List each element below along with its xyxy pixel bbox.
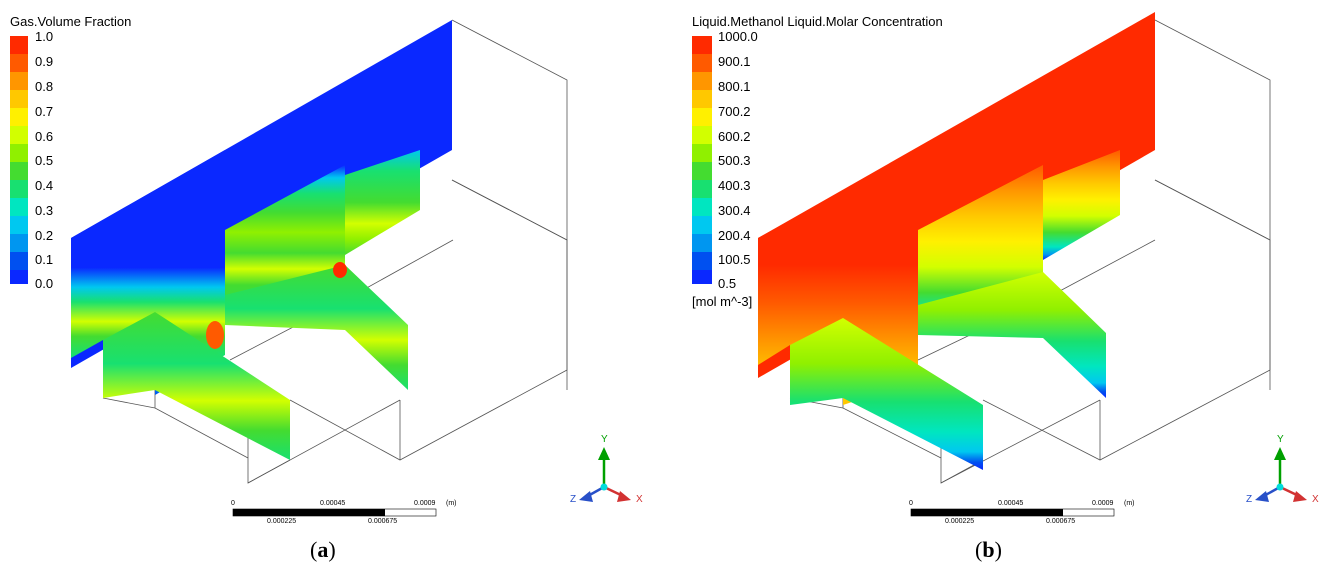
legend-tick: 0.9 — [35, 54, 54, 69]
legend-tick: 1.0 — [35, 29, 54, 44]
legend-tick: 0.0 — [35, 276, 54, 291]
panel-b-caption: (b) — [975, 537, 1002, 562]
legend-tick: 0.6 — [35, 129, 54, 144]
axis-z-label: Z — [570, 494, 577, 505]
panel-a-scalebar — [232, 508, 437, 517]
panel-a-caption: (a) — [310, 537, 336, 562]
scalebar-label: 0.00045 — [998, 500, 1024, 507]
panel-a-legend-bar — [10, 36, 28, 284]
panel-b-scalebar — [910, 508, 1115, 517]
legend-tick: 500.3 — [718, 153, 751, 168]
legend-tick: 800.1 — [718, 79, 751, 94]
legend-tick: 400.3 — [718, 178, 751, 193]
axis-x-label: X — [636, 494, 643, 505]
legend-tick: 100.5 — [718, 252, 751, 267]
panel-a-floor-slice-right — [225, 265, 408, 390]
scalebar-unit: (m) — [446, 500, 457, 507]
legend-tick: 0.7 — [35, 104, 54, 119]
legend-tick: 0.5 — [718, 276, 737, 291]
panel-b-right-slice — [1043, 150, 1120, 260]
panel-a-legend-title: Gas.Volume Fraction — [10, 14, 132, 29]
scalebar-label: 0.0009 — [414, 500, 436, 507]
legend-tick: 1000.0 — [718, 29, 758, 44]
axis-y-label: Y — [1277, 434, 1284, 445]
legend-tick: 0.4 — [35, 178, 54, 193]
panel-a-floor-slice-left — [103, 312, 290, 460]
legend-tick: 600.2 — [718, 129, 751, 144]
axis-z-label: Z — [1246, 494, 1253, 505]
panel-a-hotspot-2 — [333, 262, 347, 278]
axis-x-label: X — [1312, 494, 1319, 505]
legend-tick: 0.5 — [35, 153, 54, 168]
panel-b-legend-bar — [692, 36, 712, 284]
scalebar-label: 0 — [909, 500, 913, 507]
legend-tick: 0.1 — [35, 252, 54, 267]
panel-a-right-slice — [345, 150, 420, 255]
legend-tick: 0.3 — [35, 203, 54, 218]
axis-y-label: Y — [601, 434, 608, 445]
panel-a: Gas.Volume Fraction 1.0 0.9 0.8 0.7 0.6 … — [10, 14, 643, 562]
scalebar-label: 0 — [231, 500, 235, 507]
legend-tick: 200.4 — [718, 228, 751, 243]
panel-b-floor-slice-right — [918, 272, 1106, 398]
scalebar-label: 0.0009 — [1092, 500, 1114, 507]
panel-b-axis-triad — [1255, 447, 1307, 502]
panel-a-axis-triad — [579, 447, 631, 502]
scalebar-label: 0.000225 — [267, 518, 297, 525]
legend-tick: 0.8 — [35, 79, 54, 94]
scalebar-label: 0.000225 — [945, 518, 975, 525]
panel-a-canvas — [10, 19, 631, 517]
scalebar-label: 0.000675 — [368, 518, 398, 525]
scalebar-label: 0.000675 — [1046, 518, 1076, 525]
scalebar-unit: (m) — [1124, 500, 1135, 507]
legend-tick: 0.2 — [35, 228, 54, 243]
legend-tick: 300.4 — [718, 203, 751, 218]
panel-b-floor-slice-left — [790, 318, 983, 470]
panel-b-canvas — [692, 12, 1307, 517]
scalebar-label: 0.00045 — [320, 500, 346, 507]
panel-b-legend-title: Liquid.Methanol Liquid.Molar Concentrati… — [692, 14, 943, 29]
panel-b: Liquid.Methanol Liquid.Molar Concentrati… — [663, 0, 1326, 575]
panel-a-hotspot-1 — [206, 321, 224, 349]
panel-a-wireframe — [102, 19, 568, 484]
legend-tick: 700.2 — [718, 104, 751, 119]
panel-b-legend-unit: [mol m^-3] — [692, 294, 753, 309]
legend-tick: 900.1 — [718, 54, 751, 69]
